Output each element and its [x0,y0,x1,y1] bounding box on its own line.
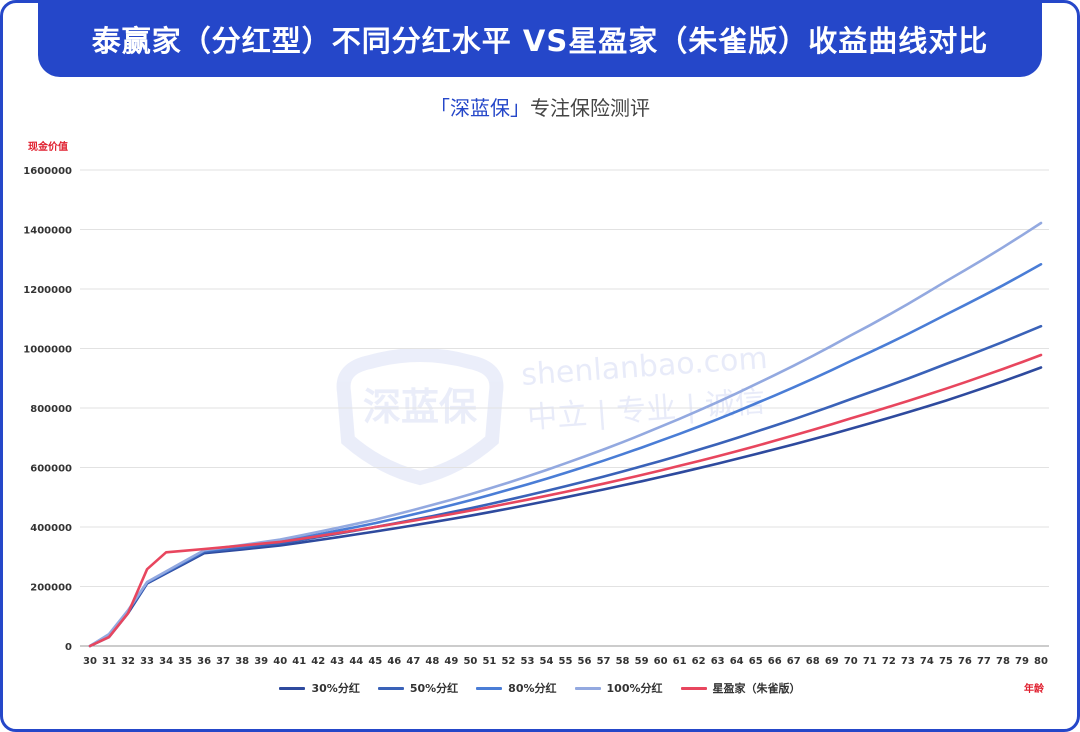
legend-swatch [680,686,707,690]
legend: 30%分红 50%分红 80%分红 100%分红 星盈家（朱雀版） [0,680,1080,696]
legend-item: 30%分红 [279,680,360,696]
x-tick-label: 59 [635,656,649,667]
x-tick-label: 80 [1034,656,1048,667]
x-tick-label: 41 [292,656,306,667]
y-tick-label: 400000 [30,523,72,534]
series-line [88,366,1043,648]
x-tick-label: 46 [387,656,401,667]
legend-item: 星盈家（朱雀版） [680,680,801,696]
legend-label: 100%分红 [606,682,663,695]
legend-label: 星盈家（朱雀版） [712,682,801,695]
x-tick-label: 62 [692,656,706,667]
y-tick-label: 800000 [30,404,72,415]
x-tick-label: 73 [901,656,915,667]
x-tick-label: 65 [749,656,763,667]
y-tick-label: 1400000 [23,226,72,237]
x-tick-label: 69 [825,656,839,667]
x-tick-label: 40 [273,656,287,667]
x-tick-label: 57 [597,656,611,667]
x-tick-label: 43 [330,656,344,667]
subtitle: 「深蓝保」专注保险测评 [0,92,1080,121]
x-tick-label: 61 [673,656,687,667]
x-tick-label: 48 [425,656,439,667]
x-tick-label: 33 [140,656,154,667]
x-tick-label: 34 [159,656,173,667]
legend-item: 100%分红 [574,680,663,696]
x-tick-label: 72 [882,656,896,667]
x-tick-label: 30 [83,656,97,667]
y-tick-label: 0 [65,642,72,653]
x-axis-label: 年龄 [1024,684,1044,695]
x-tick-label: 66 [768,656,782,667]
x-tick-label: 68 [806,656,820,667]
legend-swatch [377,686,404,690]
x-tick-label: 79 [1015,656,1029,667]
x-tick-label: 37 [216,656,230,667]
x-tick-label: 55 [559,656,573,667]
x-tick-label: 54 [540,656,554,667]
y-tick-label: 600000 [30,464,72,475]
chart-title: 泰赢家（分红型）不同分红水平 VS星盈家（朱雀版）收益曲线对比 [91,23,989,58]
x-tick-label: 76 [958,656,972,667]
series-line [88,221,1043,648]
x-tick-label: 35 [178,656,192,667]
x-tick-label: 50 [463,656,477,667]
x-tick-label: 51 [482,656,496,667]
x-tick-label: 38 [235,656,249,667]
x-tick-label: 44 [349,656,363,667]
x-tick-label: 52 [501,656,515,667]
y-tick-label: 1000000 [23,345,72,356]
legend-item: 50%分红 [377,680,459,696]
title-banner: 泰赢家（分红型）不同分红水平 VS星盈家（朱雀版）收益曲线对比 [38,0,1042,77]
y-tick-label: 200000 [30,583,72,594]
x-tick-label: 78 [996,656,1010,667]
x-tick-label: 77 [977,656,991,667]
legend-item: 80%分红 [476,680,557,696]
x-tick-label: 67 [787,656,801,667]
x-tick-label: 32 [121,656,135,667]
x-tick-label: 53 [520,656,534,667]
x-tick-label: 31 [102,656,116,667]
x-tick-label: 36 [197,656,211,667]
legend-label: 80%分红 [508,682,557,695]
x-tick-label: 49 [444,656,458,667]
x-tick-label: 64 [730,656,744,667]
legend-swatch [476,686,503,690]
x-tick-label: 56 [578,656,592,667]
y-tick-label: 1600000 [23,166,72,177]
legend-label: 30%分红 [311,682,360,695]
x-tick-label: 75 [939,656,953,667]
series-line [88,263,1043,648]
subtitle-text: 专注保险测评 [530,96,650,120]
y-axis-label: 现金价值 [28,142,68,153]
x-tick-label: 47 [406,656,420,667]
x-tick-label: 45 [368,656,382,667]
x-tick-label: 71 [863,656,877,667]
x-tick-label: 60 [654,656,668,667]
x-tick-label: 42 [311,656,325,667]
x-tick-label: 39 [254,656,268,667]
legend-swatch [574,686,601,690]
subtitle-brand: 「深蓝保」 [430,96,530,120]
x-tick-label: 58 [616,656,630,667]
legend-swatch [279,686,306,690]
x-tick-label: 74 [920,656,934,667]
series-line [88,353,1043,648]
x-tick-label: 70 [844,656,858,667]
series-line [88,324,1043,648]
x-tick-label: 63 [711,656,725,667]
legend-label: 50%分红 [409,682,459,695]
y-tick-label: 1200000 [23,285,72,296]
